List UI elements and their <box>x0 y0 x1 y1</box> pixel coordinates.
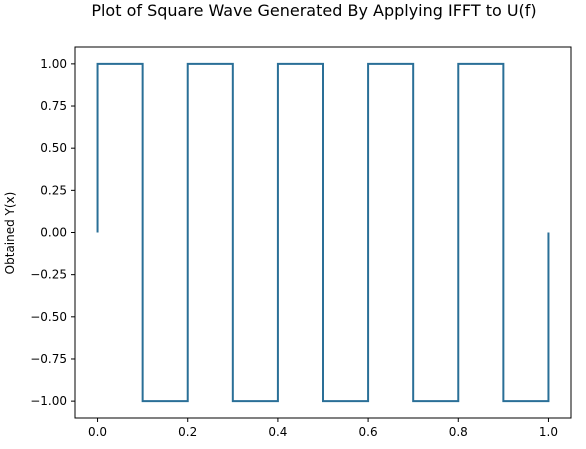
y-axis-label: Obtained Y(x) <box>3 192 17 275</box>
x-tick-label: 0.4 <box>268 425 287 439</box>
x-tick-label: 0.0 <box>88 425 107 439</box>
x-tick-label: 0.2 <box>178 425 197 439</box>
series-line-0 <box>96 62 550 403</box>
chart-title: Plot of Square Wave Generated By Applyin… <box>91 1 536 20</box>
y-tick-label: 0.75 <box>40 99 67 113</box>
y-tick-label: −0.50 <box>30 310 67 324</box>
y-tick-label: 1.00 <box>40 57 67 71</box>
x-tick-label: 0.6 <box>359 425 378 439</box>
y-tick-label: −0.75 <box>30 352 67 366</box>
y-tick-label: 0.00 <box>40 226 67 240</box>
x-tick-label: 1.0 <box>539 425 558 439</box>
y-tick-label: 0.50 <box>40 141 67 155</box>
y-tick-label: −0.25 <box>30 268 67 282</box>
plot-area: 0.0 0.2 0.4 0.6 0.8 1.0 1.00 0.75 0.50 0.25 0.00 −0… <box>30 46 572 439</box>
y-tick-label: 0.25 <box>40 183 67 197</box>
x-tick-label: 0.8 <box>449 425 468 439</box>
y-tick-label: −1.00 <box>30 394 67 408</box>
